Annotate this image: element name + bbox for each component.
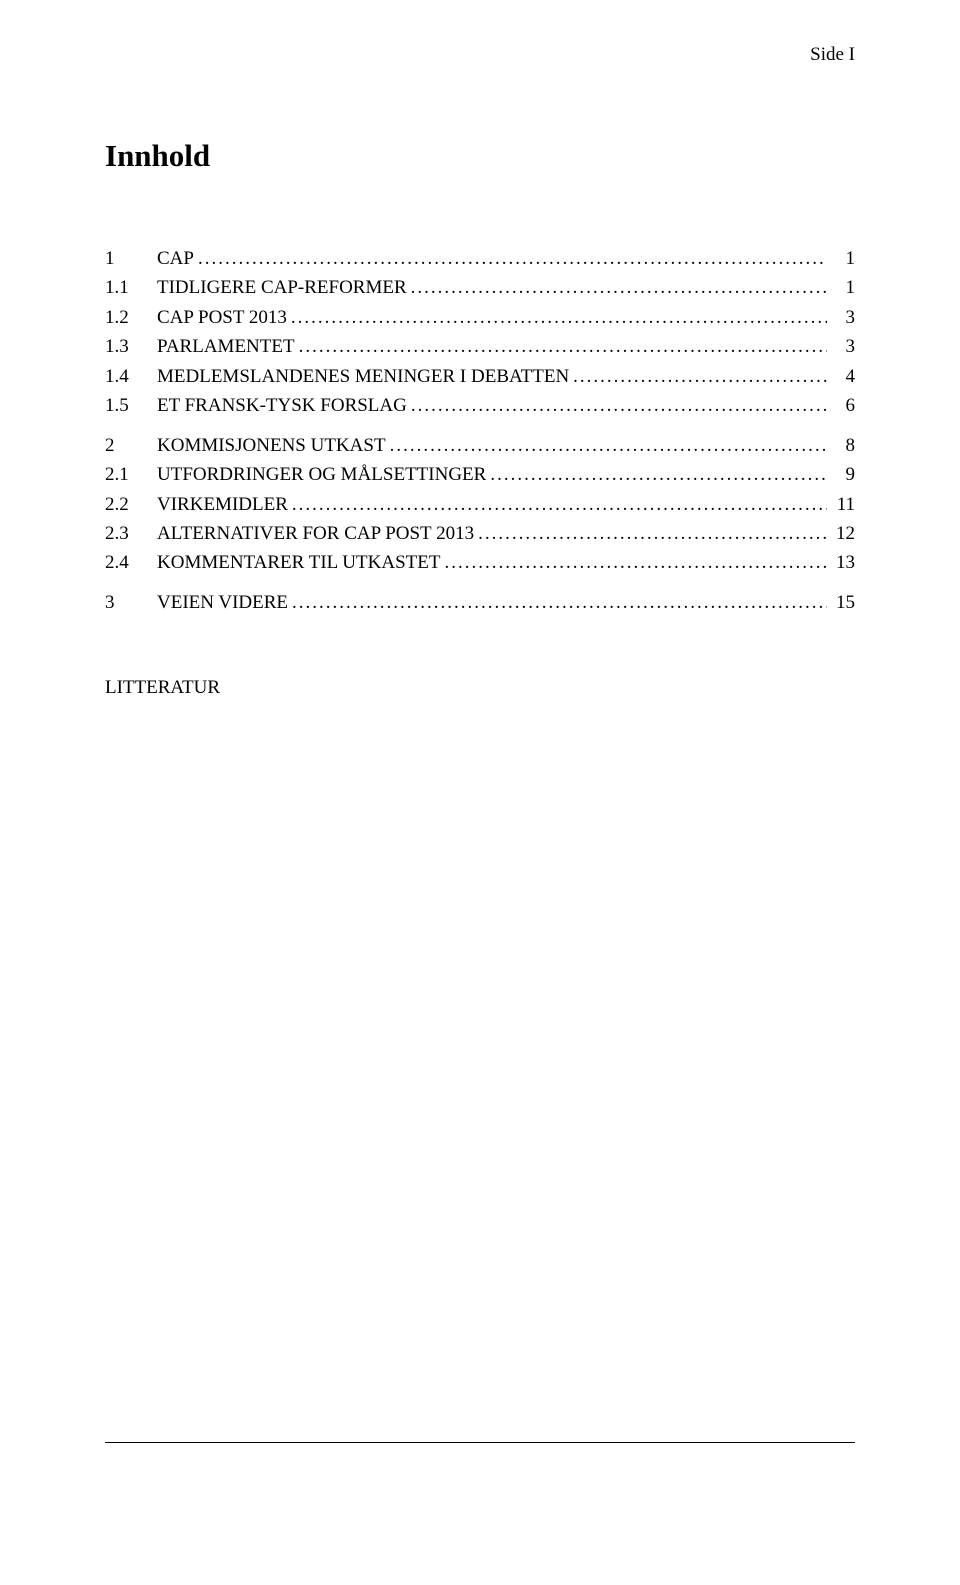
toc-entry: 3 VEIEN VIDERE 15: [105, 588, 855, 617]
literature-heading: LITTERATUR: [105, 677, 855, 699]
toc-page: 3: [831, 303, 855, 332]
toc-leader-dots: [292, 490, 827, 519]
toc-leader-dots: [198, 244, 827, 273]
toc-page: 9: [831, 460, 855, 489]
toc-spacer: [105, 421, 855, 431]
toc-entry: 2.2 VIRKEMIDLER 11: [105, 490, 855, 519]
toc-label: VIRKEMIDLER: [157, 490, 288, 519]
footer-separator: [105, 1442, 855, 1443]
toc-spacer: [105, 578, 855, 588]
toc-number: 1.2: [105, 303, 157, 332]
toc-leader-dots: [490, 460, 827, 489]
toc-number: 1.1: [105, 273, 157, 302]
toc-entry: 1.5 ET FRANSK-TYSK FORSLAG 6: [105, 391, 855, 420]
toc-label: VEIEN VIDERE: [157, 588, 288, 617]
toc-entry: 2 KOMMISJONENS UTKAST 8: [105, 431, 855, 460]
toc-number: 2.4: [105, 548, 157, 577]
toc-leader-dots: [291, 303, 827, 332]
toc-label: TIDLIGERE CAP-REFORMER: [157, 273, 407, 302]
toc-page: 12: [831, 519, 855, 548]
toc-page: 4: [831, 362, 855, 391]
toc-label: KOMMISJONENS UTKAST: [157, 431, 386, 460]
toc-number: 2: [105, 431, 157, 460]
toc-page: 3: [831, 332, 855, 361]
toc-number: 1.4: [105, 362, 157, 391]
toc-label: PARLAMENTET: [157, 332, 295, 361]
toc-leader-dots: [390, 431, 827, 460]
toc-entry: 2.4 KOMMENTARER TIL UTKASTET 13: [105, 548, 855, 577]
toc-number: 2.1: [105, 460, 157, 489]
page-title: Innhold: [105, 138, 855, 174]
toc-label: CAP POST 2013: [157, 303, 287, 332]
toc-label: CAP: [157, 244, 194, 273]
toc-leader-dots: [411, 391, 827, 420]
toc-leader-dots: [299, 332, 827, 361]
page-number-label: Side I: [810, 44, 855, 66]
toc-number: 3: [105, 588, 157, 617]
toc-entry: 1.1 TIDLIGERE CAP-REFORMER 1: [105, 273, 855, 302]
toc-entry: 1.3 PARLAMENTET 3: [105, 332, 855, 361]
document-page: Side I Innhold 1 CAP 1 1.1 TIDLIGERE CAP…: [0, 0, 960, 1585]
toc-page: 15: [831, 588, 855, 617]
toc-label: UTFORDRINGER OG MÅLSETTINGER: [157, 460, 486, 489]
toc-leader-dots: [573, 362, 827, 391]
toc-label: MEDLEMSLANDENES MENINGER I DEBATTEN: [157, 362, 569, 391]
toc-page: 13: [831, 548, 855, 577]
toc-entry: 2.1 UTFORDRINGER OG MÅLSETTINGER 9: [105, 460, 855, 489]
toc-page: 1: [831, 273, 855, 302]
toc-page: 6: [831, 391, 855, 420]
toc-entry: 1.2 CAP POST 2013 3: [105, 303, 855, 332]
toc-number: 1.5: [105, 391, 157, 420]
toc-page: 1: [831, 244, 855, 273]
toc-label: KOMMENTARER TIL UTKASTET: [157, 548, 440, 577]
toc-label: ALTERNATIVER FOR CAP POST 2013: [157, 519, 474, 548]
toc-number: 1: [105, 244, 157, 273]
table-of-contents: 1 CAP 1 1.1 TIDLIGERE CAP-REFORMER 1 1.2…: [105, 244, 855, 617]
toc-leader-dots: [444, 548, 827, 577]
toc-number: 2.2: [105, 490, 157, 519]
toc-leader-dots: [478, 519, 827, 548]
toc-page: 11: [831, 490, 855, 519]
toc-leader-dots: [411, 273, 827, 302]
toc-entry: 1.4 MEDLEMSLANDENES MENINGER I DEBATTEN …: [105, 362, 855, 391]
toc-page: 8: [831, 431, 855, 460]
toc-label: ET FRANSK-TYSK FORSLAG: [157, 391, 407, 420]
toc-number: 1.3: [105, 332, 157, 361]
toc-number: 2.3: [105, 519, 157, 548]
toc-leader-dots: [292, 588, 827, 617]
toc-entry: 2.3 ALTERNATIVER FOR CAP POST 2013 12: [105, 519, 855, 548]
toc-entry: 1 CAP 1: [105, 244, 855, 273]
